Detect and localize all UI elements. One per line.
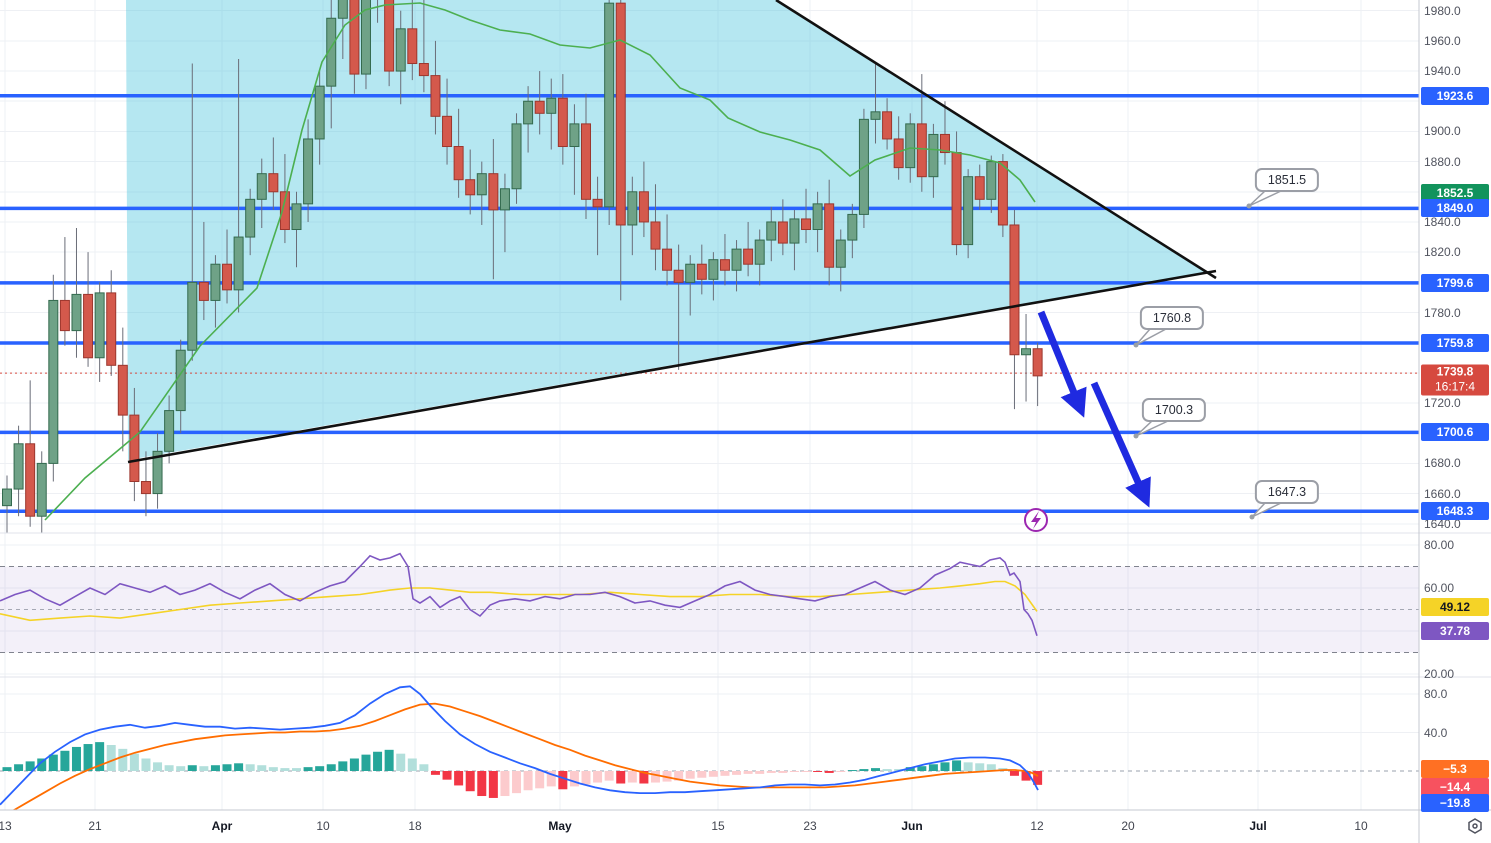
- callout-anchor-dot: [1249, 514, 1255, 520]
- callout-tail: [1248, 190, 1282, 207]
- triangle-upper-trendline[interactable]: [775, 0, 1217, 280]
- time-axis[interactable]: [0, 810, 1491, 843]
- triangle-pattern[interactable]: [126, 0, 1205, 460]
- moving-average-line: [44, 2, 1036, 521]
- price-axis[interactable]: [1419, 0, 1491, 810]
- triangle-lower-trendline[interactable]: [127, 269, 1217, 464]
- callout-anchor-dot: [1133, 342, 1139, 348]
- callout-anchor-dot: [1133, 433, 1139, 439]
- macd-line: [0, 685, 1039, 806]
- down-arrow-2[interactable]: [1090, 381, 1151, 508]
- rsi-line: [0, 552, 1038, 637]
- lightning-icon[interactable]: [1024, 508, 1048, 532]
- callout-anchor-dot: [1246, 203, 1252, 209]
- macd-histogram: [2, 742, 1043, 798]
- rsi-band: [0, 566, 1419, 653]
- macd-signal-line: [12, 702, 1039, 810]
- axis-settings-icon[interactable]: [1468, 818, 1482, 834]
- down-arrow-1[interactable]: [1037, 310, 1087, 418]
- candles: [2, 0, 1043, 533]
- rsi-ma-line: [0, 580, 1038, 622]
